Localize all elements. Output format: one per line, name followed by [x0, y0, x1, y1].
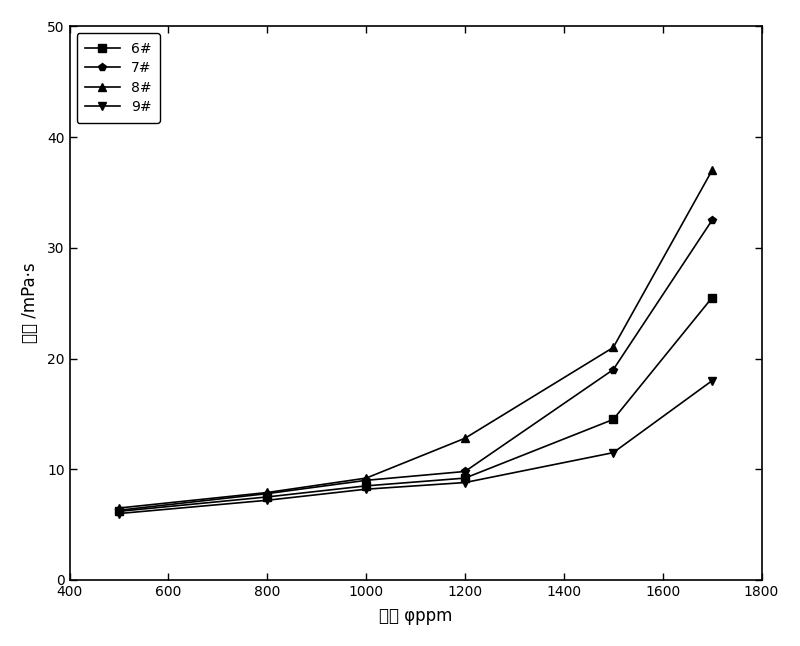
Line: 6#: 6# — [115, 293, 716, 516]
9# — [114, 510, 124, 517]
7# — [262, 490, 272, 497]
6# — [362, 482, 371, 490]
6# — [114, 508, 124, 516]
8# — [609, 344, 618, 351]
8# — [460, 434, 470, 442]
Legend: 6#, 7#, 8#, 9#: 6#, 7#, 8#, 9# — [77, 34, 160, 123]
8# — [262, 488, 272, 496]
9# — [460, 479, 470, 486]
6# — [609, 415, 618, 423]
7# — [460, 468, 470, 475]
7# — [362, 477, 371, 484]
Line: 7#: 7# — [115, 216, 716, 514]
X-axis label: 浓度 φppm: 浓度 φppm — [379, 607, 452, 625]
8# — [362, 474, 371, 482]
8# — [707, 167, 717, 174]
9# — [362, 485, 371, 493]
7# — [609, 366, 618, 373]
Line: 8#: 8# — [115, 166, 716, 512]
7# — [114, 506, 124, 514]
9# — [262, 496, 272, 504]
Y-axis label: 粘度 /mPa·s: 粘度 /mPa·s — [21, 263, 39, 344]
6# — [262, 493, 272, 501]
Line: 9#: 9# — [115, 377, 716, 517]
9# — [707, 377, 717, 384]
6# — [707, 294, 717, 302]
9# — [609, 449, 618, 457]
7# — [707, 216, 717, 224]
8# — [114, 504, 124, 512]
6# — [460, 474, 470, 482]
